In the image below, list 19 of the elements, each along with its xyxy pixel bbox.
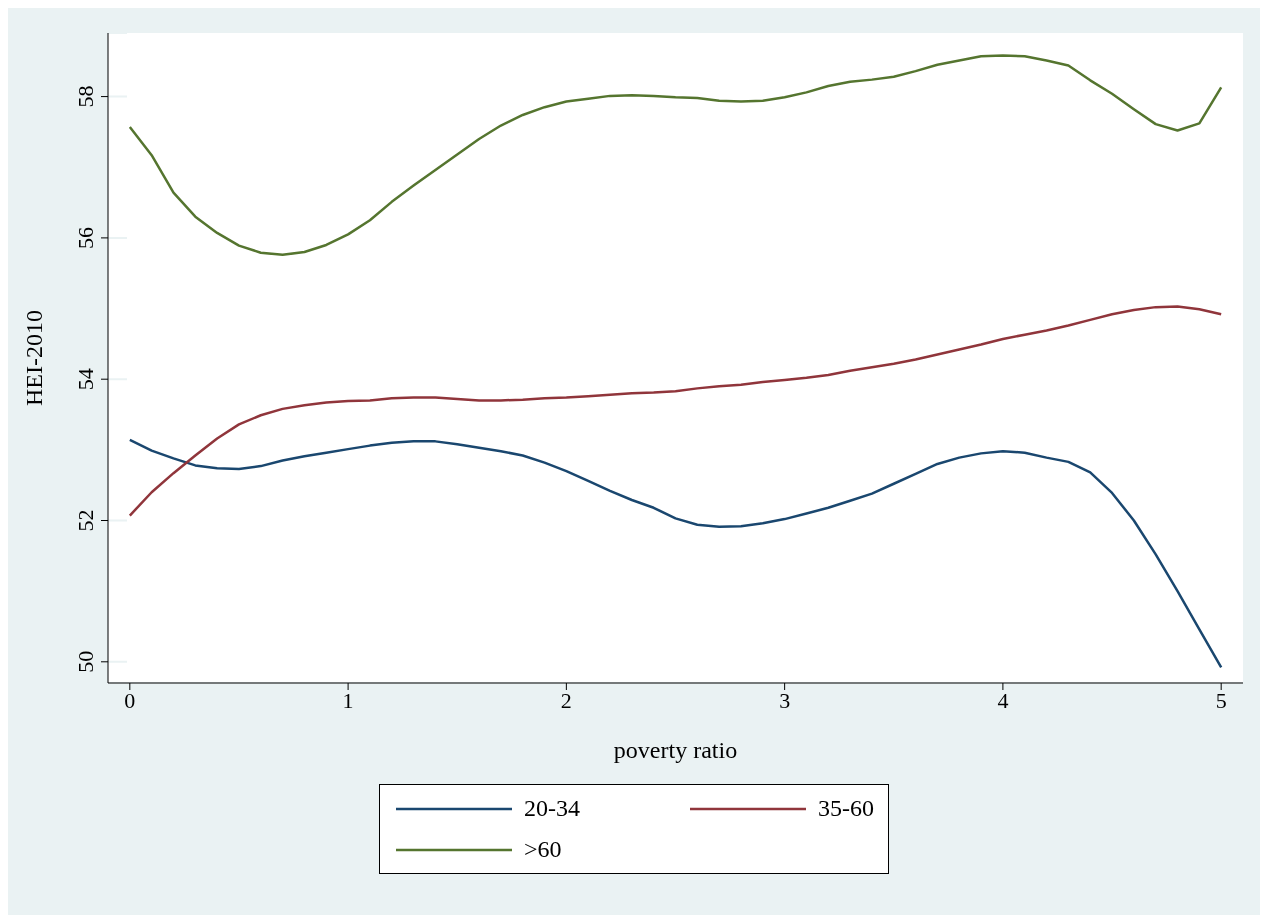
y-tick-label: 52 — [73, 509, 98, 532]
x-axis-title: poverty ratio — [613, 737, 738, 763]
legend-label: >60 — [524, 836, 562, 863]
x-tick-label: 5 — [1215, 687, 1227, 713]
x-tick-label: 3 — [779, 687, 791, 713]
legend-label: 35-60 — [818, 795, 874, 822]
y-tick-label: 58 — [73, 85, 98, 108]
line-series — [128, 438, 1223, 669]
y-tick-label: 56 — [73, 226, 98, 249]
line-series — [128, 305, 1223, 517]
y-tick-label: 50 — [73, 650, 98, 673]
legend-label: 20-34 — [524, 795, 580, 822]
x-tick-label: 2 — [560, 687, 572, 713]
y-tick-label: 54 — [73, 368, 98, 391]
x-tick-label: 1 — [342, 687, 354, 713]
x-tick-label: 0 — [124, 687, 136, 713]
y-axis-title: HEI-2010 — [20, 310, 47, 406]
x-tick-label: 4 — [997, 687, 1009, 713]
line-series — [128, 54, 1223, 257]
